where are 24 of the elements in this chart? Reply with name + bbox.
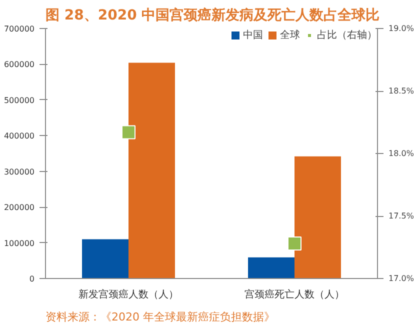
y-tick-label: 100000: [4, 238, 35, 248]
legend-label: 全球: [280, 28, 300, 42]
y-tick-label: 500000: [4, 96, 35, 105]
y-tick-label: 700000: [4, 24, 35, 34]
legend-label: 中国: [243, 28, 263, 42]
bar: [248, 257, 294, 278]
y-tick-label: 600000: [4, 60, 35, 70]
bar: [82, 239, 128, 278]
x-tick-label: 宫颈癌死亡人数（人）: [244, 288, 344, 300]
y2-tick-label: 19.0%: [388, 24, 414, 33]
y2-tick-label: 18.0%: [388, 149, 414, 158]
y-tick-label: 400000: [4, 132, 35, 141]
y2-tick-label: 17.0%: [388, 274, 414, 283]
x-tick-label: 新发宫颈癌人数（人）: [78, 288, 178, 300]
chart-title: 图 28、2020 中国宫颈癌新发病及死亡人数占全球比: [46, 6, 380, 24]
y2-tick-label: 17.5%: [388, 212, 414, 220]
y-tick-label: 200000: [4, 203, 35, 212]
y-tick-label: 300000: [4, 167, 35, 176]
y2-tick-label: 18.5%: [388, 86, 414, 96]
bar: [128, 62, 175, 278]
y-tick-label: 0: [29, 274, 35, 284]
legend-label: 占比（右轴）: [317, 28, 377, 42]
bar: [294, 156, 341, 278]
text: 资料来源：《2020 年全球最新癌症负担数据》: [46, 310, 275, 324]
